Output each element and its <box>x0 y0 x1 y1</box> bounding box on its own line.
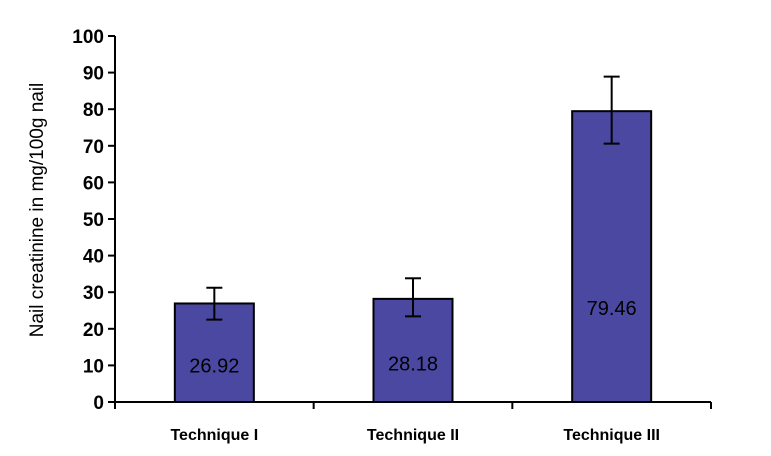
y-tick-label: 90 <box>83 64 104 85</box>
x-axis-ticks <box>114 402 712 409</box>
y-tick-label: 40 <box>83 247 104 268</box>
y-tick-label: 0 <box>93 393 104 414</box>
category-labels: Technique I Technique II Technique III <box>170 427 659 444</box>
x-category-label: Technique I <box>170 427 258 444</box>
bar <box>372 297 454 404</box>
error-bar <box>206 286 223 321</box>
y-tick-label: 60 <box>83 173 104 194</box>
y-axis-title: Nail creatinine in mg/100g nail <box>27 83 48 338</box>
y-tick-label: 80 <box>83 100 104 121</box>
y-axis-ticks: 0 10 20 30 40 50 60 70 80 90 100 <box>72 27 115 414</box>
error-bar <box>603 75 620 145</box>
data-label: 28.18 <box>388 353 438 375</box>
y-tick-label: 10 <box>83 356 104 377</box>
y-tick-label: 50 <box>83 210 104 231</box>
error-bar <box>405 277 421 318</box>
data-label: 79.46 <box>587 298 637 320</box>
data-labels: 26.92 28.18 79.46 <box>189 298 636 378</box>
error-bars <box>206 75 620 321</box>
bar <box>571 110 653 404</box>
y-tick-label: 70 <box>83 137 104 158</box>
x-category-label: Technique II <box>367 427 459 444</box>
data-label: 26.92 <box>189 356 239 378</box>
x-category-label: Technique III <box>563 427 660 444</box>
y-tick-label: 100 <box>72 27 104 48</box>
y-tick-label: 20 <box>83 320 104 341</box>
y-tick-label: 30 <box>83 283 104 304</box>
